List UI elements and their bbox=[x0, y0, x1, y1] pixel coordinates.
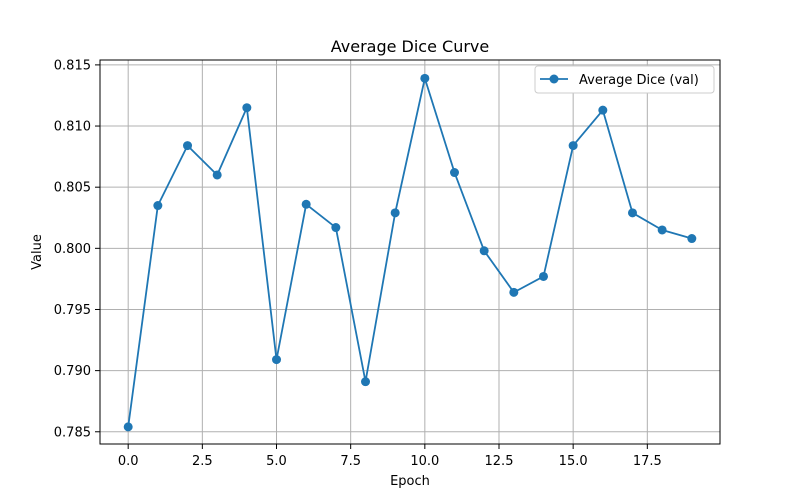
data-point bbox=[420, 73, 430, 83]
series-layer bbox=[123, 73, 697, 432]
y-tick-label: 0.785 bbox=[54, 425, 91, 440]
data-point bbox=[153, 201, 163, 211]
series-line bbox=[127, 77, 693, 427]
legend-box bbox=[534, 65, 715, 94]
data-point bbox=[449, 168, 459, 178]
plot-background bbox=[100, 60, 720, 444]
y-tick-label: 0.790 bbox=[54, 364, 91, 379]
chart-title: Average Dice Curve bbox=[331, 37, 489, 56]
data-point bbox=[183, 141, 193, 151]
x-tick-label: 7.5 bbox=[340, 454, 361, 469]
data-point bbox=[123, 422, 133, 432]
data-point bbox=[361, 377, 371, 387]
legend: Average Dice (val) bbox=[534, 65, 715, 94]
data-point bbox=[272, 355, 282, 365]
data-point bbox=[212, 170, 222, 180]
y-tick-label: 0.800 bbox=[54, 242, 91, 257]
plot-frame bbox=[99, 59, 721, 445]
x-tick-label: 0.0 bbox=[118, 454, 139, 469]
legend-marker bbox=[549, 74, 559, 84]
data-point bbox=[301, 199, 311, 209]
y-axis-label: Value bbox=[30, 234, 45, 270]
x-axis-label: Epoch bbox=[390, 474, 430, 489]
data-point bbox=[331, 223, 341, 233]
legend-entry: Average Dice (val) bbox=[579, 73, 699, 88]
y-axis-ticks: 0.785 0.790 0.795 0.800 0.805 0.810 0.815 bbox=[54, 58, 100, 440]
grid-lines bbox=[100, 60, 720, 444]
y-tick-label: 0.815 bbox=[54, 58, 91, 73]
x-tick-label: 10.0 bbox=[410, 454, 439, 469]
y-tick-label: 0.795 bbox=[54, 303, 91, 318]
data-point bbox=[479, 246, 489, 256]
data-point bbox=[509, 287, 519, 297]
data-point bbox=[242, 103, 252, 113]
data-point bbox=[390, 208, 400, 218]
x-axis-ticks: 0.0 2.5 5.0 7.5 10.0 12.5 15.0 17.5 bbox=[118, 444, 662, 469]
data-point bbox=[568, 141, 578, 151]
data-point bbox=[627, 208, 637, 218]
x-tick-label: 5.0 bbox=[266, 454, 287, 469]
data-point bbox=[687, 234, 697, 244]
y-tick-label: 0.805 bbox=[54, 181, 91, 196]
x-tick-label: 17.5 bbox=[633, 454, 662, 469]
data-point bbox=[598, 105, 608, 115]
y-tick-label: 0.810 bbox=[54, 120, 91, 135]
x-tick-label: 15.0 bbox=[559, 454, 588, 469]
x-tick-label: 12.5 bbox=[485, 454, 514, 469]
x-tick-label: 2.5 bbox=[192, 454, 213, 469]
data-point bbox=[657, 225, 667, 235]
data-point bbox=[538, 271, 548, 281]
